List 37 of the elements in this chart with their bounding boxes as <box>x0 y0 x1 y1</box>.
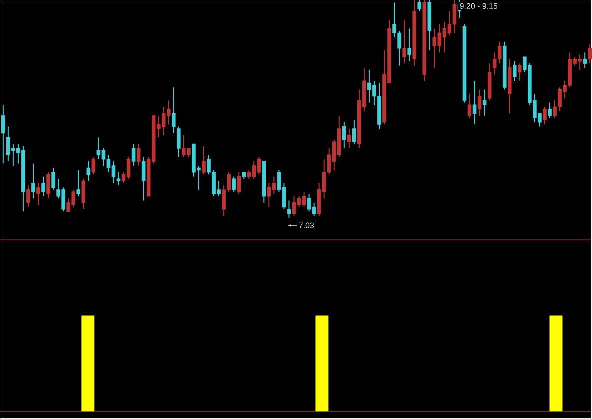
candlestick <box>92 156 96 176</box>
candlestick <box>348 128 352 150</box>
candlestick <box>402 20 406 64</box>
candlestick <box>518 63 522 82</box>
candlestick <box>132 144 136 167</box>
candlestick <box>52 168 56 191</box>
candlestick <box>232 176 236 193</box>
candlestick <box>142 156 146 202</box>
candlestick <box>583 52 587 69</box>
candlestick <box>482 89 487 117</box>
candlestick <box>202 146 206 176</box>
candlestick <box>287 200 292 219</box>
candlestick <box>2 104 6 164</box>
candlestick <box>548 102 552 119</box>
candlestick <box>172 87 176 134</box>
candlestick <box>136 144 141 167</box>
candlestick <box>342 122 346 150</box>
candlestick <box>468 94 472 119</box>
candlestick <box>512 61 517 82</box>
candlestick <box>76 170 81 198</box>
candlestick <box>32 163 36 200</box>
candlestick <box>408 28 412 62</box>
candlestick <box>177 126 181 158</box>
candlestick <box>543 106 547 126</box>
candlestick <box>26 185 30 208</box>
candlestick <box>46 172 50 200</box>
candlestick <box>42 176 46 198</box>
candlestick <box>472 80 477 126</box>
candlestick <box>86 161 91 182</box>
candlestick <box>352 120 356 145</box>
candlestick <box>237 172 241 195</box>
candlestick <box>116 172 121 186</box>
candlestick <box>82 178 86 210</box>
candlestick <box>418 0 422 12</box>
candlestick <box>478 89 482 117</box>
candlestick <box>36 183 40 206</box>
candlestick <box>588 44 592 64</box>
